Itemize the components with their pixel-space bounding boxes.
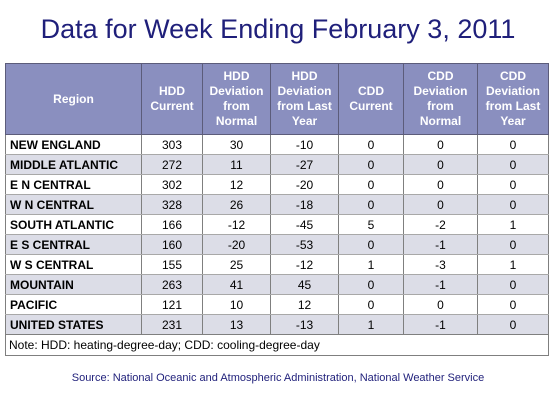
cell-region: MOUNTAIN (5, 274, 142, 295)
table-row: E S CENTRAL 160 -20 -53 0 -1 0 (5, 234, 549, 255)
cell-hdd-dev-last-year: -12 (270, 254, 339, 275)
header-hdd-deviation-normal: HDD Deviation from Normal (202, 63, 271, 135)
cell-region: UNITED STATES (5, 314, 142, 335)
cell-hdd-dev-normal: -20 (202, 234, 271, 255)
cell-cdd-dev-normal: -2 (403, 214, 478, 235)
cell-cdd-dev-normal: 0 (403, 194, 478, 215)
cell-hdd-current: 166 (141, 214, 203, 235)
table-header-row: Region HDD Current HDD Deviation from No… (5, 63, 549, 135)
table-note: Note: HDD: heating-degree-day; CDD: cool… (5, 334, 549, 356)
cell-hdd-current: 160 (141, 234, 203, 255)
cell-hdd-dev-normal: 12 (202, 174, 271, 195)
cell-cdd-current: 0 (338, 234, 404, 255)
cell-cdd-dev-last-year: 0 (477, 194, 549, 215)
cell-hdd-dev-last-year: -13 (270, 314, 339, 335)
cell-cdd-dev-last-year: 0 (477, 174, 549, 195)
cell-region: MIDDLE ATLANTIC (5, 154, 142, 175)
cell-cdd-dev-last-year: 0 (477, 294, 549, 315)
cell-hdd-dev-normal: 41 (202, 274, 271, 295)
header-hdd-deviation-last-year: HDD Deviation from Last Year (270, 63, 339, 135)
cell-cdd-dev-normal: -1 (403, 234, 478, 255)
cell-cdd-dev-last-year: 0 (477, 134, 549, 155)
cell-hdd-dev-last-year: -45 (270, 214, 339, 235)
cell-cdd-dev-last-year: 0 (477, 234, 549, 255)
table-row: W N CENTRAL 328 26 -18 0 0 0 (5, 194, 549, 215)
cell-region: E S CENTRAL (5, 234, 142, 255)
cell-cdd-current: 0 (338, 134, 404, 155)
header-cdd-deviation-normal: CDD Deviation from Normal (403, 63, 478, 135)
header-cdd-current: CDD Current (338, 63, 404, 135)
cell-hdd-current: 272 (141, 154, 203, 175)
cell-hdd-current: 263 (141, 274, 203, 295)
cell-cdd-dev-last-year: 0 (477, 314, 549, 335)
cell-cdd-dev-last-year: 0 (477, 154, 549, 175)
cell-hdd-dev-last-year: -53 (270, 234, 339, 255)
cell-region: PACIFIC (5, 294, 142, 315)
cell-cdd-current: 5 (338, 214, 404, 235)
table-row: MOUNTAIN 263 41 45 0 -1 0 (5, 274, 549, 295)
cell-hdd-current: 231 (141, 314, 203, 335)
cell-hdd-dev-normal: 10 (202, 294, 271, 315)
cell-cdd-current: 0 (338, 154, 404, 175)
table-row: NEW ENGLAND 303 30 -10 0 0 0 (5, 134, 549, 155)
cell-hdd-dev-normal: 25 (202, 254, 271, 275)
table-row: SOUTH ATLANTIC 166 -12 -45 5 -2 1 (5, 214, 549, 235)
cell-hdd-dev-last-year: -10 (270, 134, 339, 155)
cell-region: E N CENTRAL (5, 174, 142, 195)
table-row: MIDDLE ATLANTIC 272 11 -27 0 0 0 (5, 154, 549, 175)
cell-cdd-dev-normal: -1 (403, 274, 478, 295)
cell-cdd-current: 1 (338, 314, 404, 335)
cell-cdd-dev-normal: -1 (403, 314, 478, 335)
cell-hdd-current: 155 (141, 254, 203, 275)
cell-cdd-dev-normal: 0 (403, 294, 478, 315)
cell-region: NEW ENGLAND (5, 134, 142, 155)
cell-cdd-dev-normal: 0 (403, 174, 478, 195)
cell-cdd-current: 0 (338, 294, 404, 315)
cell-hdd-dev-normal: 11 (202, 154, 271, 175)
cell-hdd-dev-last-year: 45 (270, 274, 339, 295)
cell-hdd-dev-last-year: 12 (270, 294, 339, 315)
header-region: Region (5, 63, 142, 135)
header-cdd-deviation-last-year: CDD Deviation from Last Year (477, 63, 549, 135)
cell-hdd-dev-last-year: -20 (270, 174, 339, 195)
cell-cdd-dev-normal: 0 (403, 134, 478, 155)
cell-cdd-dev-last-year: 1 (477, 214, 549, 235)
cell-hdd-dev-normal: 26 (202, 194, 271, 215)
cell-hdd-dev-last-year: -18 (270, 194, 339, 215)
cell-cdd-dev-last-year: 1 (477, 254, 549, 275)
cell-hdd-dev-normal: 13 (202, 314, 271, 335)
source-credit: Source: National Oceanic and Atmospheric… (71, 372, 485, 384)
table-row: UNITED STATES 231 13 -13 1 -1 0 (5, 314, 549, 335)
cell-region: W N CENTRAL (5, 194, 142, 215)
cell-hdd-dev-normal: -12 (202, 214, 271, 235)
cell-cdd-dev-normal: 0 (403, 154, 478, 175)
cell-cdd-current: 0 (338, 274, 404, 295)
cell-cdd-dev-last-year: 0 (477, 274, 549, 295)
cell-cdd-dev-normal: -3 (403, 254, 478, 275)
table-row: E N CENTRAL 302 12 -20 0 0 0 (5, 174, 549, 195)
table-note-row: Note: HDD: heating-degree-day; CDD: cool… (5, 334, 549, 356)
cell-cdd-current: 0 (338, 174, 404, 195)
table-row: PACIFIC 121 10 12 0 0 0 (5, 294, 549, 315)
cell-hdd-current: 303 (141, 134, 203, 155)
degree-day-table: Region HDD Current HDD Deviation from No… (5, 63, 549, 356)
cell-hdd-current: 302 (141, 174, 203, 195)
data-table-container: Region HDD Current HDD Deviation from No… (5, 63, 549, 356)
page-title: Data for Week Ending February 3, 2011 (40, 14, 516, 44)
cell-region: SOUTH ATLANTIC (5, 214, 142, 235)
cell-cdd-current: 0 (338, 194, 404, 215)
cell-hdd-current: 121 (141, 294, 203, 315)
header-hdd-current: HDD Current (141, 63, 203, 135)
cell-hdd-current: 328 (141, 194, 203, 215)
table-row: W S CENTRAL 155 25 -12 1 -3 1 (5, 254, 549, 275)
cell-hdd-dev-last-year: -27 (270, 154, 339, 175)
cell-cdd-current: 1 (338, 254, 404, 275)
cell-hdd-dev-normal: 30 (202, 134, 271, 155)
cell-region: W S CENTRAL (5, 254, 142, 275)
